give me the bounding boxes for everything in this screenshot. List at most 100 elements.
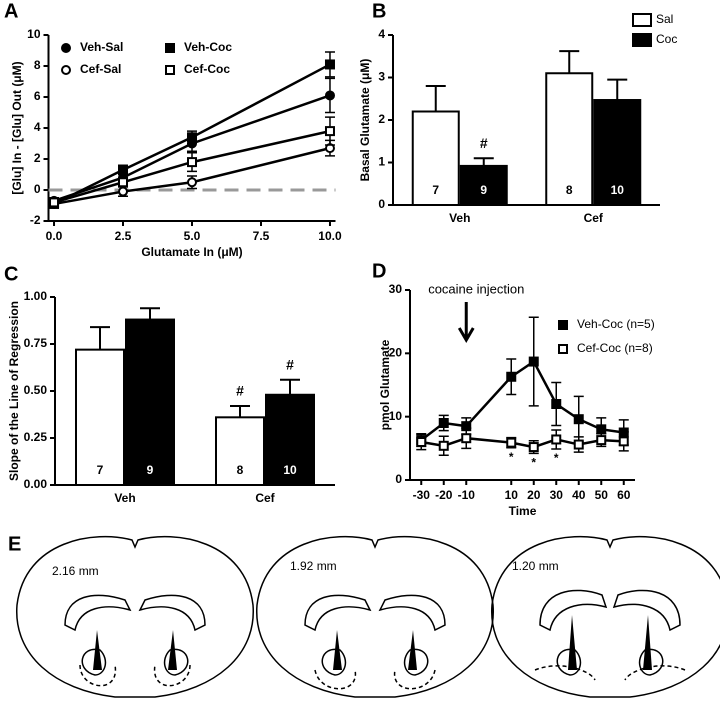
marker — [551, 434, 562, 445]
legend-label: Coc — [656, 32, 677, 46]
error-bar — [280, 378, 300, 395]
y-tick-label: 4 — [378, 27, 385, 41]
error-bar — [140, 307, 160, 320]
y-axis-title: pmol Glutamate — [378, 339, 392, 430]
y-axis-title: Basal Glutamate (μM) — [358, 59, 372, 182]
bar — [125, 318, 175, 486]
significance: # — [286, 356, 294, 372]
legend-swatch — [632, 13, 652, 27]
marker — [596, 435, 607, 446]
x-tick-label: -20 — [435, 488, 453, 502]
significance: * — [531, 456, 536, 470]
marker — [551, 399, 562, 409]
error-bar — [607, 78, 628, 101]
y-tick-label: 1 — [378, 155, 385, 169]
y-tick-label: 0.50 — [24, 383, 48, 397]
y-tick-label: 4 — [34, 120, 41, 134]
marker — [324, 59, 335, 70]
series-line — [53, 94, 331, 203]
series-line — [53, 146, 331, 206]
marker — [324, 126, 335, 137]
marker — [506, 371, 517, 382]
significance: * — [509, 450, 514, 464]
bar — [593, 99, 642, 206]
n-label: 9 — [147, 463, 154, 477]
y-tick-label: 0.75 — [24, 336, 48, 350]
x-tick-label: 0.0 — [46, 229, 63, 243]
marker — [49, 197, 60, 208]
y-tick-label: -2 — [30, 213, 41, 227]
error-bar — [230, 405, 250, 418]
y-tick-label: 30 — [389, 282, 403, 296]
bar — [75, 348, 125, 487]
legend-label: Veh-Coc (n=5) — [577, 317, 655, 331]
n-label: 7 — [432, 183, 439, 197]
bar — [459, 164, 508, 206]
marker — [118, 177, 129, 188]
bar — [545, 72, 594, 206]
marker — [573, 414, 584, 425]
bar — [411, 110, 460, 206]
x-tick-label: Veh — [449, 211, 470, 225]
y-tick-label: 0 — [34, 182, 41, 196]
y-tick-label: 0 — [378, 197, 385, 211]
y-tick-label: 10 — [389, 409, 403, 423]
marker — [118, 186, 129, 197]
series-line — [420, 359, 624, 442]
significance: # — [236, 383, 244, 399]
x-tick-label: -10 — [458, 488, 476, 502]
series-line — [421, 436, 624, 449]
y-tick-label: 20 — [389, 346, 403, 360]
marker — [61, 43, 71, 53]
x-tick-label: 20 — [527, 488, 541, 502]
y-axis-title: [Glu] In - [Glu] Out (μM) — [10, 61, 24, 194]
n-label: 10 — [611, 183, 625, 197]
legend-label: Sal — [656, 12, 673, 26]
significance: # — [480, 135, 488, 151]
marker — [187, 132, 197, 143]
n-label: 7 — [97, 463, 104, 477]
marker — [528, 356, 539, 367]
series-line — [53, 129, 331, 204]
marker — [558, 320, 568, 330]
section-depth: 2.16 mm — [52, 564, 99, 578]
marker — [438, 440, 449, 451]
y-tick-label: 0 — [395, 472, 402, 486]
x-tick-label: Cef — [584, 211, 604, 225]
marker — [118, 164, 129, 175]
n-label: 10 — [283, 463, 297, 477]
error-bar — [425, 85, 446, 112]
marker — [61, 65, 71, 75]
x-tick-label: 10 — [505, 488, 519, 502]
marker — [461, 433, 472, 444]
brain-section — [16, 535, 254, 698]
marker — [596, 424, 607, 435]
legend-swatch — [632, 33, 652, 47]
y-tick-label: 8 — [34, 58, 41, 72]
marker — [438, 418, 449, 428]
marker — [573, 439, 584, 450]
significance: * — [554, 451, 559, 465]
annotation: cocaine injection — [428, 281, 524, 296]
panel-label: A — [4, 0, 18, 22]
error-bar — [559, 50, 580, 74]
x-tick-label: 10.0 — [318, 229, 342, 243]
x-tick-label: 60 — [617, 488, 631, 502]
legend-label: Cef-Coc — [184, 62, 230, 76]
brain-section — [256, 535, 494, 698]
x-tick-label: -30 — [413, 488, 431, 502]
x-tick-label: Veh — [114, 491, 135, 505]
legend-label: Cef-Sal — [80, 62, 121, 76]
marker — [558, 344, 568, 354]
marker — [528, 442, 539, 453]
brain-section — [491, 535, 720, 698]
x-tick-label: Cef — [255, 491, 275, 505]
y-axis-title: Slope of the Line of Regression — [7, 301, 21, 481]
legend-label: Veh-Sal — [80, 40, 123, 54]
x-axis-title: Glutamate In (μM) — [141, 245, 242, 259]
x-tick-label: 7.5 — [253, 229, 270, 243]
error-bar — [90, 326, 110, 350]
marker — [165, 43, 175, 53]
y-tick-label: 2 — [378, 112, 385, 126]
